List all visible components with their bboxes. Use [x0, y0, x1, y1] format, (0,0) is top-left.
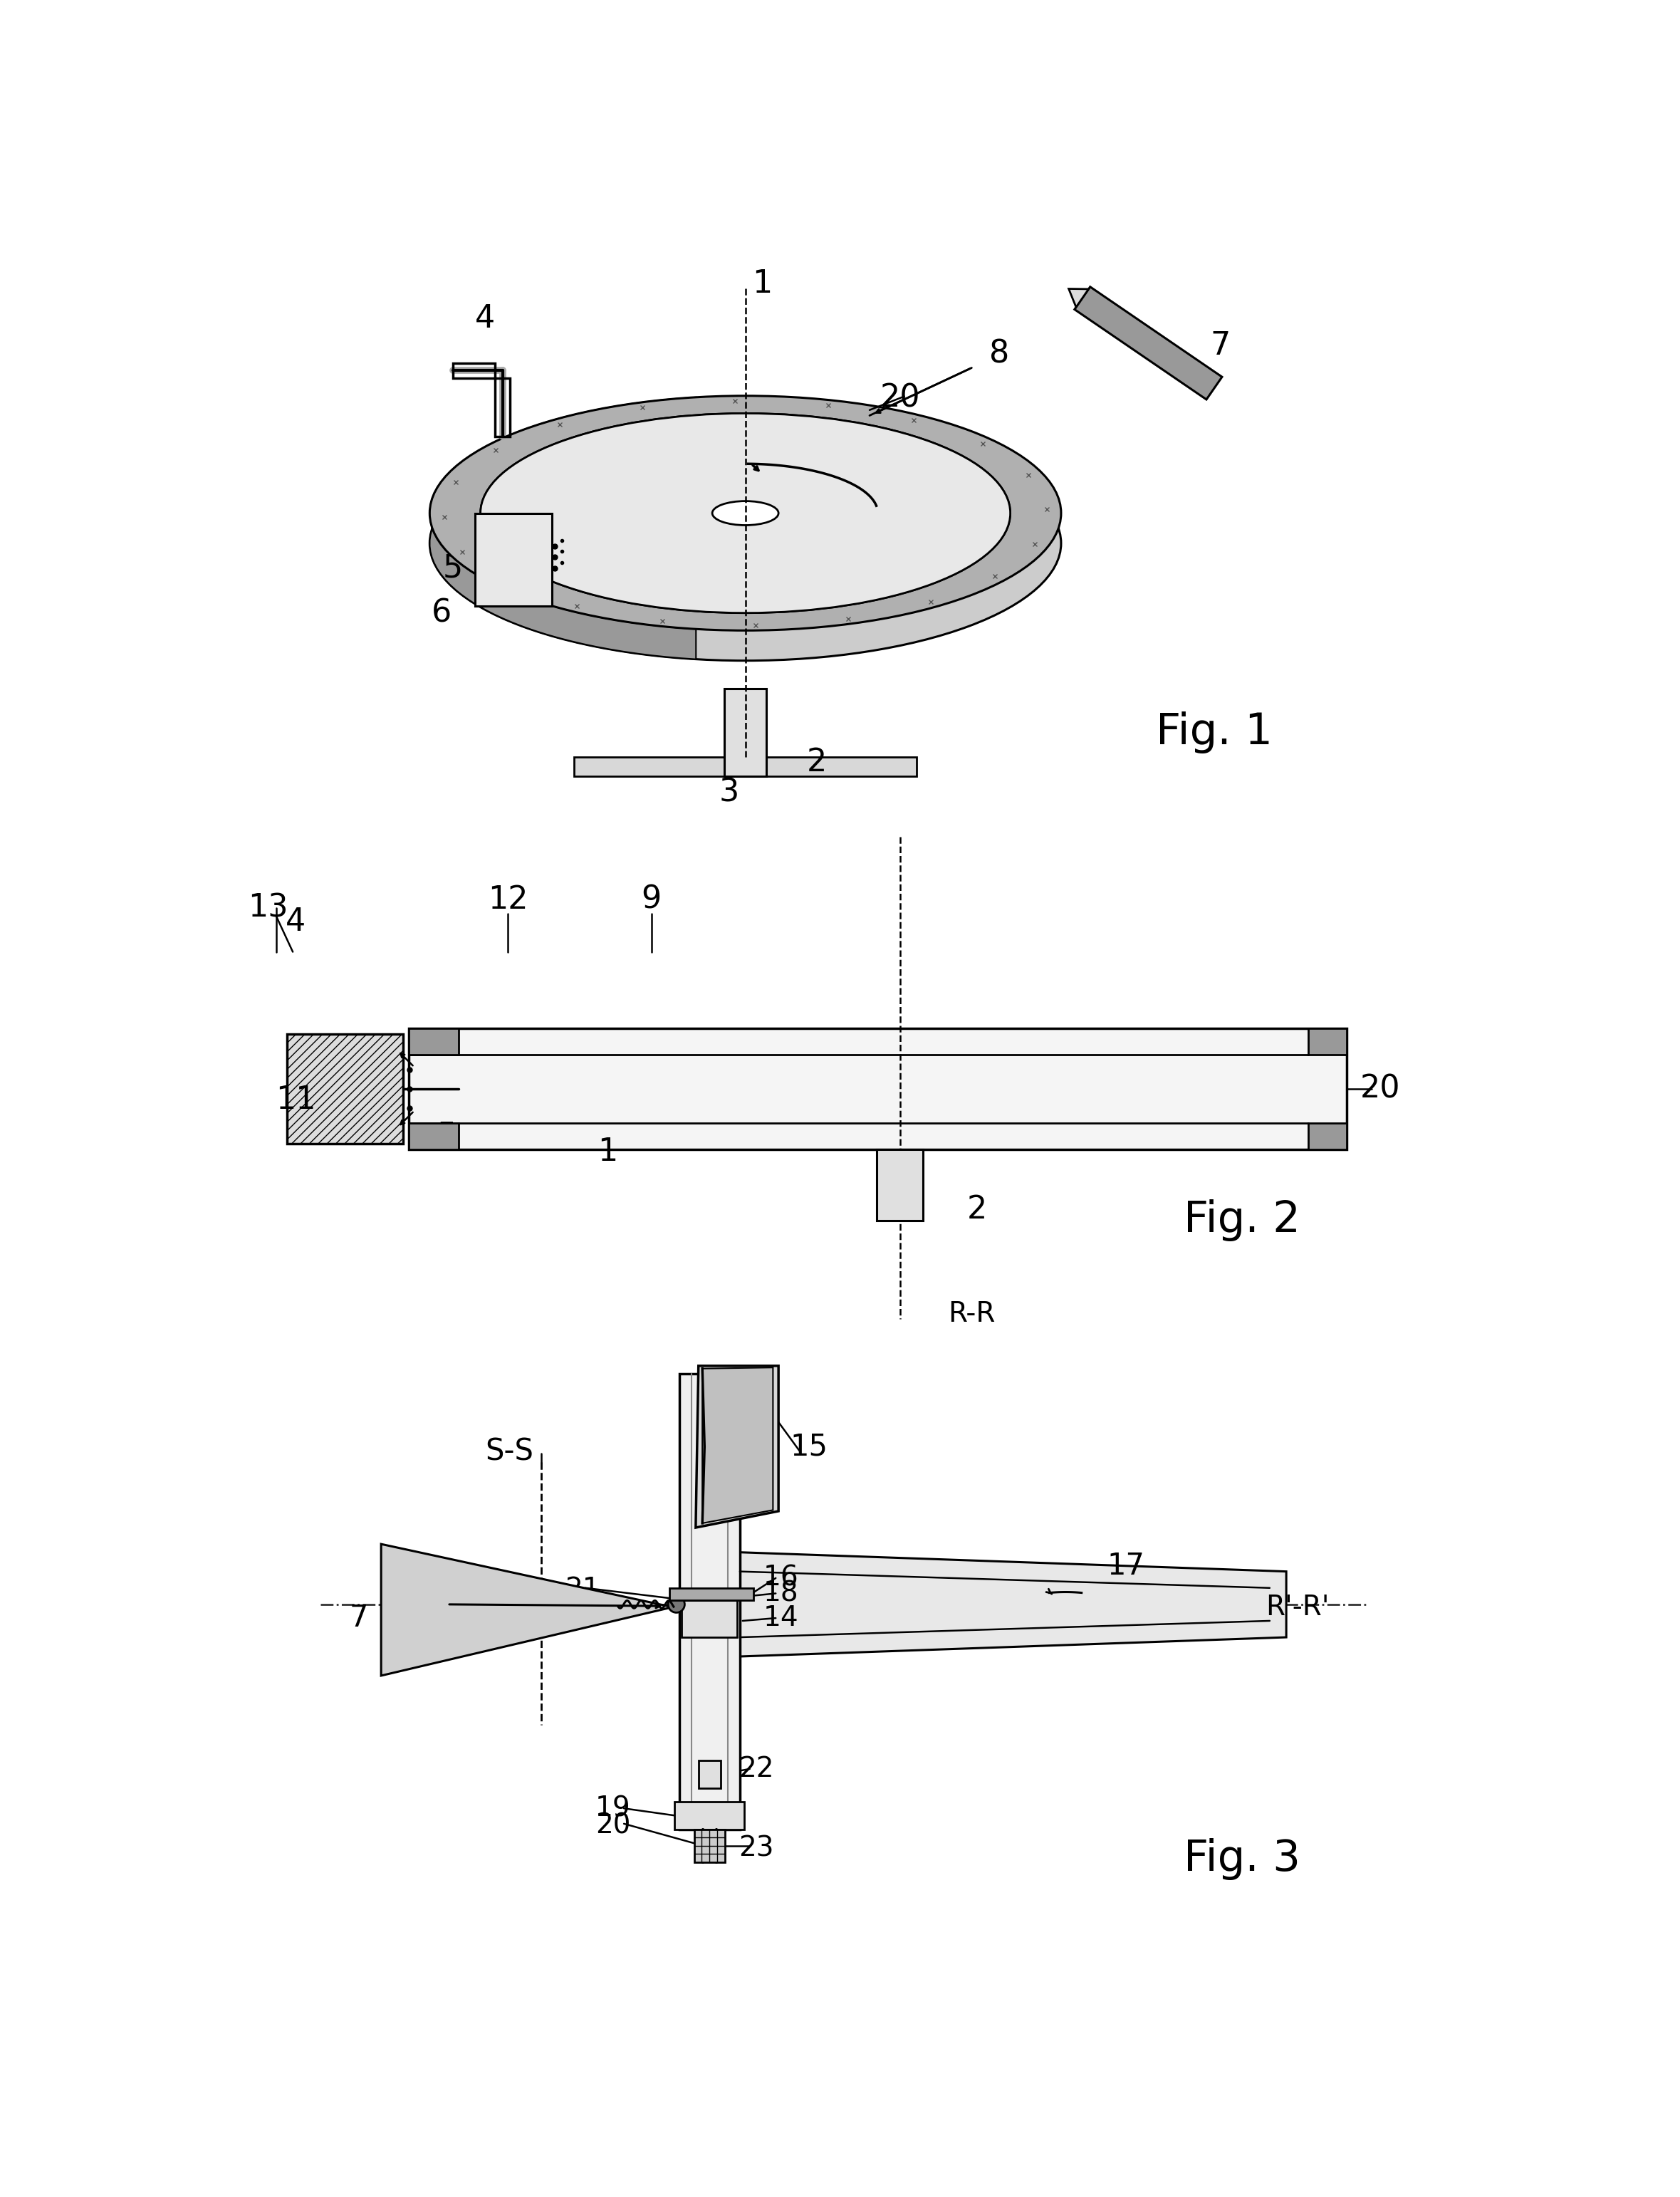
- Text: Fig. 1: Fig. 1: [1156, 712, 1273, 754]
- Text: Fig. 3: Fig. 3: [1184, 1839, 1300, 1881]
- Text: 11: 11: [276, 1085, 316, 1116]
- Polygon shape: [575, 758, 917, 776]
- Text: 12: 12: [487, 885, 528, 914]
- Polygon shape: [702, 1367, 773, 1523]
- Polygon shape: [1309, 1123, 1347, 1149]
- Polygon shape: [696, 1367, 778, 1527]
- Polygon shape: [1068, 288, 1089, 308]
- Text: 8: 8: [990, 338, 1010, 369]
- Text: 15: 15: [790, 1432, 828, 1461]
- Polygon shape: [1075, 288, 1221, 400]
- Text: 2: 2: [806, 747, 827, 778]
- Ellipse shape: [669, 1597, 685, 1613]
- Polygon shape: [679, 1373, 739, 1830]
- Polygon shape: [675, 1802, 744, 1830]
- Text: 5: 5: [444, 554, 464, 582]
- Text: 4: 4: [475, 303, 496, 334]
- Polygon shape: [739, 1553, 1287, 1657]
- Polygon shape: [669, 1588, 754, 1599]
- Polygon shape: [877, 1149, 922, 1222]
- Text: 21: 21: [564, 1575, 600, 1604]
- Text: 1: 1: [753, 268, 773, 299]
- Text: 9: 9: [642, 885, 662, 914]
- Text: 22: 22: [739, 1755, 774, 1782]
- Polygon shape: [408, 1123, 459, 1149]
- Text: R-R: R-R: [948, 1301, 995, 1327]
- Text: 18: 18: [764, 1580, 800, 1606]
- Text: 14: 14: [764, 1604, 800, 1632]
- Ellipse shape: [480, 413, 1010, 613]
- Ellipse shape: [712, 501, 778, 525]
- Text: 19: 19: [595, 1795, 630, 1821]
- Text: 20: 20: [1359, 1074, 1399, 1105]
- Polygon shape: [408, 1028, 1347, 1149]
- Ellipse shape: [480, 413, 1010, 613]
- Ellipse shape: [430, 426, 1062, 661]
- Polygon shape: [699, 1760, 721, 1788]
- Text: 6: 6: [432, 598, 452, 628]
- Text: 7: 7: [1210, 330, 1230, 360]
- Text: 4: 4: [286, 907, 306, 936]
- Text: 16: 16: [763, 1564, 800, 1591]
- Text: Fig. 2: Fig. 2: [1184, 1200, 1300, 1241]
- Polygon shape: [694, 1830, 726, 1863]
- Text: 13: 13: [247, 892, 287, 923]
- Polygon shape: [381, 1544, 672, 1676]
- Text: 7: 7: [349, 1604, 368, 1632]
- Text: 17: 17: [1107, 1551, 1146, 1582]
- Text: 2: 2: [968, 1195, 988, 1226]
- Text: R'-R': R'-R': [1265, 1595, 1329, 1621]
- Text: S-S: S-S: [486, 1437, 533, 1468]
- Text: 20: 20: [880, 382, 921, 413]
- Polygon shape: [724, 688, 766, 776]
- Text: 20: 20: [595, 1813, 630, 1839]
- Text: 1: 1: [598, 1136, 618, 1167]
- Text: 5: 5: [437, 1120, 457, 1151]
- Text: 3: 3: [719, 778, 739, 808]
- Ellipse shape: [430, 395, 1062, 631]
- Polygon shape: [1309, 1028, 1347, 1055]
- Polygon shape: [682, 1599, 738, 1637]
- Polygon shape: [408, 1028, 459, 1055]
- Polygon shape: [430, 398, 696, 659]
- Polygon shape: [475, 514, 553, 606]
- Polygon shape: [287, 1035, 403, 1145]
- Text: 23: 23: [739, 1834, 774, 1861]
